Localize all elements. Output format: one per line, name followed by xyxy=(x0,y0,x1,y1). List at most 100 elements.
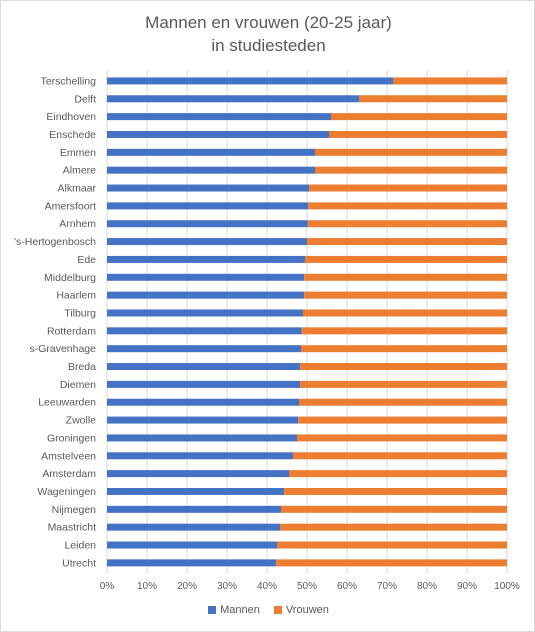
x-tick-label: 50% xyxy=(297,581,317,592)
category-label: Arnhem xyxy=(59,218,96,230)
category-label: Leeuwarden xyxy=(38,397,96,409)
category-label: Tilburg xyxy=(64,307,96,319)
bar-vrouwen xyxy=(331,113,507,121)
bar-mannen xyxy=(107,380,301,388)
bar-mannen xyxy=(107,148,315,156)
x-tick-label: 10% xyxy=(137,581,157,592)
category-label: Leiden xyxy=(64,540,96,552)
category-label: Alkmaar xyxy=(57,183,96,195)
category-label: Emmen xyxy=(60,147,96,159)
bar-mannen xyxy=(107,434,297,442)
bar-vrouwen xyxy=(276,559,507,567)
bar-vrouwen xyxy=(277,541,507,549)
x-tick-label: 30% xyxy=(217,581,237,592)
bar-mannen xyxy=(107,345,301,353)
x-tick-label: 80% xyxy=(417,581,437,592)
x-tick-label: 90% xyxy=(457,581,477,592)
bar-mannen xyxy=(107,184,309,192)
bar-mannen xyxy=(107,363,301,371)
category-label: Breda xyxy=(68,361,96,373)
category-label: Maastricht xyxy=(48,522,97,534)
bar-mannen xyxy=(107,77,393,85)
bar-vrouwen xyxy=(393,77,507,85)
bar-vrouwen xyxy=(281,505,507,513)
bar-mannen xyxy=(107,113,331,121)
bar-vrouwen xyxy=(307,238,507,246)
bar-vrouwen xyxy=(304,291,507,299)
bar-mannen xyxy=(107,505,281,513)
plot-area: 0% 10% 20% 30% 40% 50% 60% 70% 80% 90% 100% Tersche… xyxy=(14,70,520,592)
category-label: Enschede xyxy=(49,129,96,141)
bar-vrouwen xyxy=(301,345,507,353)
category-label: Middelburg xyxy=(44,272,96,284)
legend: Mannen Vrouwen xyxy=(1,604,535,616)
bar-vrouwen xyxy=(329,130,507,138)
bar-mannen xyxy=(107,291,305,299)
category-label: Almere xyxy=(63,165,96,177)
legend-item-vrouwen: Vrouwen xyxy=(273,604,329,616)
bar-mannen xyxy=(107,470,289,478)
bar-vrouwen xyxy=(303,309,507,317)
bar-vrouwen xyxy=(315,166,507,174)
category-label: Utrecht xyxy=(62,557,96,569)
bar-vrouwen xyxy=(293,452,507,460)
bar-mannen xyxy=(107,255,305,263)
bar-mannen xyxy=(107,166,315,174)
bar-mannen xyxy=(107,487,285,495)
legend-label-vrouwen: Vrouwen xyxy=(285,604,329,616)
bar-vrouwen xyxy=(304,273,507,281)
category-label: Groningen xyxy=(47,432,96,444)
bar-vrouwen xyxy=(300,380,507,388)
bar-mannen xyxy=(107,238,307,246)
x-tick-label: 40% xyxy=(257,581,277,592)
category-label: Eindhoven xyxy=(46,111,96,123)
category-label: Nijmegen xyxy=(52,504,97,516)
bar-mannen xyxy=(107,202,309,210)
x-tick-label: 100% xyxy=(494,581,520,592)
bar-mannen xyxy=(107,309,303,317)
bar-mannen xyxy=(107,416,299,424)
x-tick-label: 70% xyxy=(377,581,397,592)
bar-vrouwen xyxy=(280,523,507,531)
bar-vrouwen xyxy=(305,255,507,263)
x-tick-label: 0% xyxy=(100,581,115,592)
category-label: Wageningen xyxy=(37,486,96,498)
bar-mannen xyxy=(107,220,308,228)
bar-vrouwen xyxy=(297,434,507,442)
bar-mannen xyxy=(107,95,359,103)
category-label: Ede xyxy=(77,254,96,266)
chart-title-line-1: Mannen en vrouwen (20-25 jaar) xyxy=(145,13,392,32)
category-label: Amsterdam xyxy=(42,468,96,480)
category-label: s-Gravenhage xyxy=(29,343,96,355)
bar-vrouwen xyxy=(299,398,507,406)
category-label: Haarlem xyxy=(56,290,96,302)
category-label: Terschelling xyxy=(41,75,97,87)
legend-label-mannen: Mannen xyxy=(220,604,260,616)
bar-vrouwen xyxy=(307,220,507,228)
category-label: 's-Hertogenbosch xyxy=(14,236,96,248)
bar-vrouwen xyxy=(300,363,507,371)
bar-vrouwen xyxy=(284,487,507,495)
bar-mannen xyxy=(107,559,277,567)
category-label: Rotterdam xyxy=(47,325,96,337)
bar-vrouwen xyxy=(289,470,507,478)
bar-vrouwen xyxy=(315,148,507,156)
bar-vrouwen xyxy=(298,416,507,424)
category-label: Amstelveen xyxy=(41,450,96,462)
legend-item-mannen: Mannen xyxy=(208,604,260,616)
category-label: Zwolle xyxy=(66,415,97,427)
bar-mannen xyxy=(107,452,293,460)
category-label: Delft xyxy=(74,93,96,105)
category-label: Amersfoort xyxy=(45,200,96,212)
x-tick-label: 20% xyxy=(177,581,197,592)
bar-vrouwen xyxy=(309,184,507,192)
bar-mannen xyxy=(107,541,277,549)
category-label: Diemen xyxy=(60,379,96,391)
bar-vrouwen xyxy=(359,95,507,103)
bar-vrouwen xyxy=(301,327,507,335)
bar-mannen xyxy=(107,398,299,406)
bar-mannen xyxy=(107,273,305,281)
bar-mannen xyxy=(107,327,302,335)
bar-mannen xyxy=(107,130,329,138)
